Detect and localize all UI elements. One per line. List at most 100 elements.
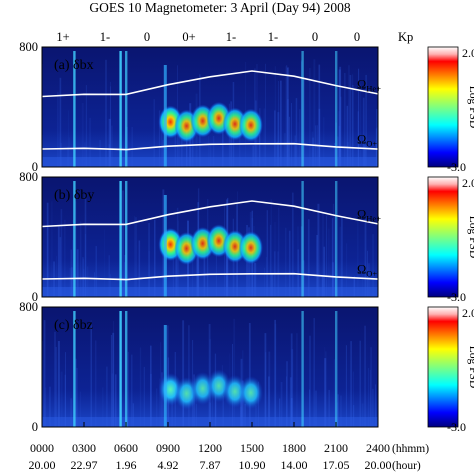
- noise-streak: [60, 143, 62, 167]
- noise-streak: [196, 398, 197, 427]
- noise-streak: [76, 249, 79, 297]
- noise-streak: [131, 354, 133, 427]
- noise-streak: [324, 346, 326, 427]
- x-tick-label-hour: 22.97: [71, 458, 98, 472]
- noise-streak: [323, 246, 325, 297]
- noise-streak: [57, 341, 60, 427]
- noise-streak: [60, 371, 63, 427]
- noise-streak: [286, 376, 287, 427]
- x-tick-label-hour: 4.92: [158, 458, 179, 472]
- broadband-burst: [335, 181, 338, 297]
- noise-streak: [309, 68, 311, 167]
- noise-streak: [196, 242, 199, 297]
- noise-streak: [108, 255, 110, 297]
- noise-streak: [69, 137, 70, 167]
- gyrofrequency-curve: [41, 142, 379, 151]
- x-tick-label-hhmm: 2400: [366, 441, 390, 455]
- noise-streak: [81, 103, 84, 167]
- noise-streak: [173, 259, 174, 297]
- noise-streak: [279, 398, 281, 427]
- noise-streak: [271, 272, 274, 297]
- noise-streak: [209, 144, 212, 167]
- noise-streak: [346, 243, 348, 297]
- noise-streak: [108, 144, 110, 167]
- noise-streak: [340, 395, 342, 427]
- noise-streak: [351, 74, 354, 167]
- colorbar-label: Log PSD: [467, 86, 474, 129]
- noise-streak: [111, 125, 113, 167]
- colorbar-min: -3.0: [447, 160, 466, 174]
- noise-streak: [274, 66, 276, 167]
- noise-streak: [357, 214, 359, 297]
- gyrofrequency-curve: [41, 70, 379, 98]
- x-tick-label-hour: 20.00: [29, 458, 56, 472]
- kp-value: 1-: [100, 30, 110, 44]
- noise-streak: [90, 325, 92, 427]
- noise-streak: [70, 398, 73, 427]
- noise-streak: [102, 387, 104, 427]
- noise-streak: [225, 240, 227, 297]
- panel-frame: [41, 176, 379, 298]
- noise-streak: [209, 402, 211, 427]
- colorbar-max: 2.0: [462, 176, 474, 190]
- noise-streak: [338, 111, 340, 167]
- noise-streak: [332, 203, 335, 297]
- noise-streak: [158, 110, 161, 167]
- noise-streak: [368, 368, 370, 427]
- noise-streak: [223, 395, 224, 427]
- noise-streak: [67, 146, 69, 167]
- noise-streak: [240, 391, 242, 427]
- y-tick-label: 0: [32, 420, 38, 434]
- noise-streak: [344, 73, 346, 167]
- noise-streak: [84, 142, 86, 167]
- noise-streak: [84, 194, 87, 297]
- noise-streak: [325, 351, 327, 427]
- noise-streak: [69, 268, 71, 297]
- noise-streak: [365, 74, 367, 167]
- precursor-streak: [163, 195, 167, 297]
- noise-streak: [289, 377, 292, 427]
- wave-enhancement: [238, 108, 263, 142]
- kp-value: 0: [144, 30, 150, 44]
- noise-streak: [148, 223, 150, 297]
- noise-streak: [105, 59, 107, 167]
- noise-streak: [324, 358, 327, 427]
- noise-streak: [57, 91, 59, 167]
- noise-streak: [252, 145, 254, 167]
- colorbar-label: Log PSD: [467, 346, 474, 389]
- noise-streak: [331, 218, 333, 297]
- noise-streak: [323, 117, 325, 167]
- noise-streak: [285, 66, 287, 167]
- noise-streak: [195, 403, 197, 427]
- noise-streak: [362, 270, 364, 297]
- noise-streak: [51, 201, 53, 297]
- kp-label: Kp: [398, 30, 413, 44]
- noise-streak: [315, 390, 317, 427]
- colorbar: [427, 306, 459, 428]
- noise-streak: [353, 405, 355, 427]
- noise-streak: [208, 402, 210, 427]
- noise-streak: [54, 331, 56, 427]
- x-tick-label-hhmm: 0600: [114, 441, 138, 455]
- noise-streak: [110, 335, 113, 427]
- noise-streak: [55, 346, 57, 427]
- noise-streak: [108, 118, 111, 167]
- noise-streak: [222, 107, 224, 167]
- noise-streak: [364, 217, 367, 297]
- noise-streak: [265, 352, 267, 427]
- noise-streak: [313, 318, 315, 427]
- x-tick-label-hhmm: 2100: [324, 441, 348, 455]
- noise-streak: [274, 110, 276, 167]
- gyrofrequency-curve: [41, 200, 379, 228]
- noise-streak: [317, 203, 320, 297]
- noise-streak: [357, 111, 359, 167]
- noise-streak: [294, 135, 296, 167]
- noise-streak: [333, 359, 336, 427]
- noise-streak: [318, 64, 321, 167]
- y-tick-label: 800: [19, 40, 38, 54]
- panel-label: (b) δby: [54, 188, 94, 203]
- noise-streak: [294, 144, 296, 167]
- noise-streak: [188, 325, 190, 427]
- noise-streak: [326, 215, 327, 297]
